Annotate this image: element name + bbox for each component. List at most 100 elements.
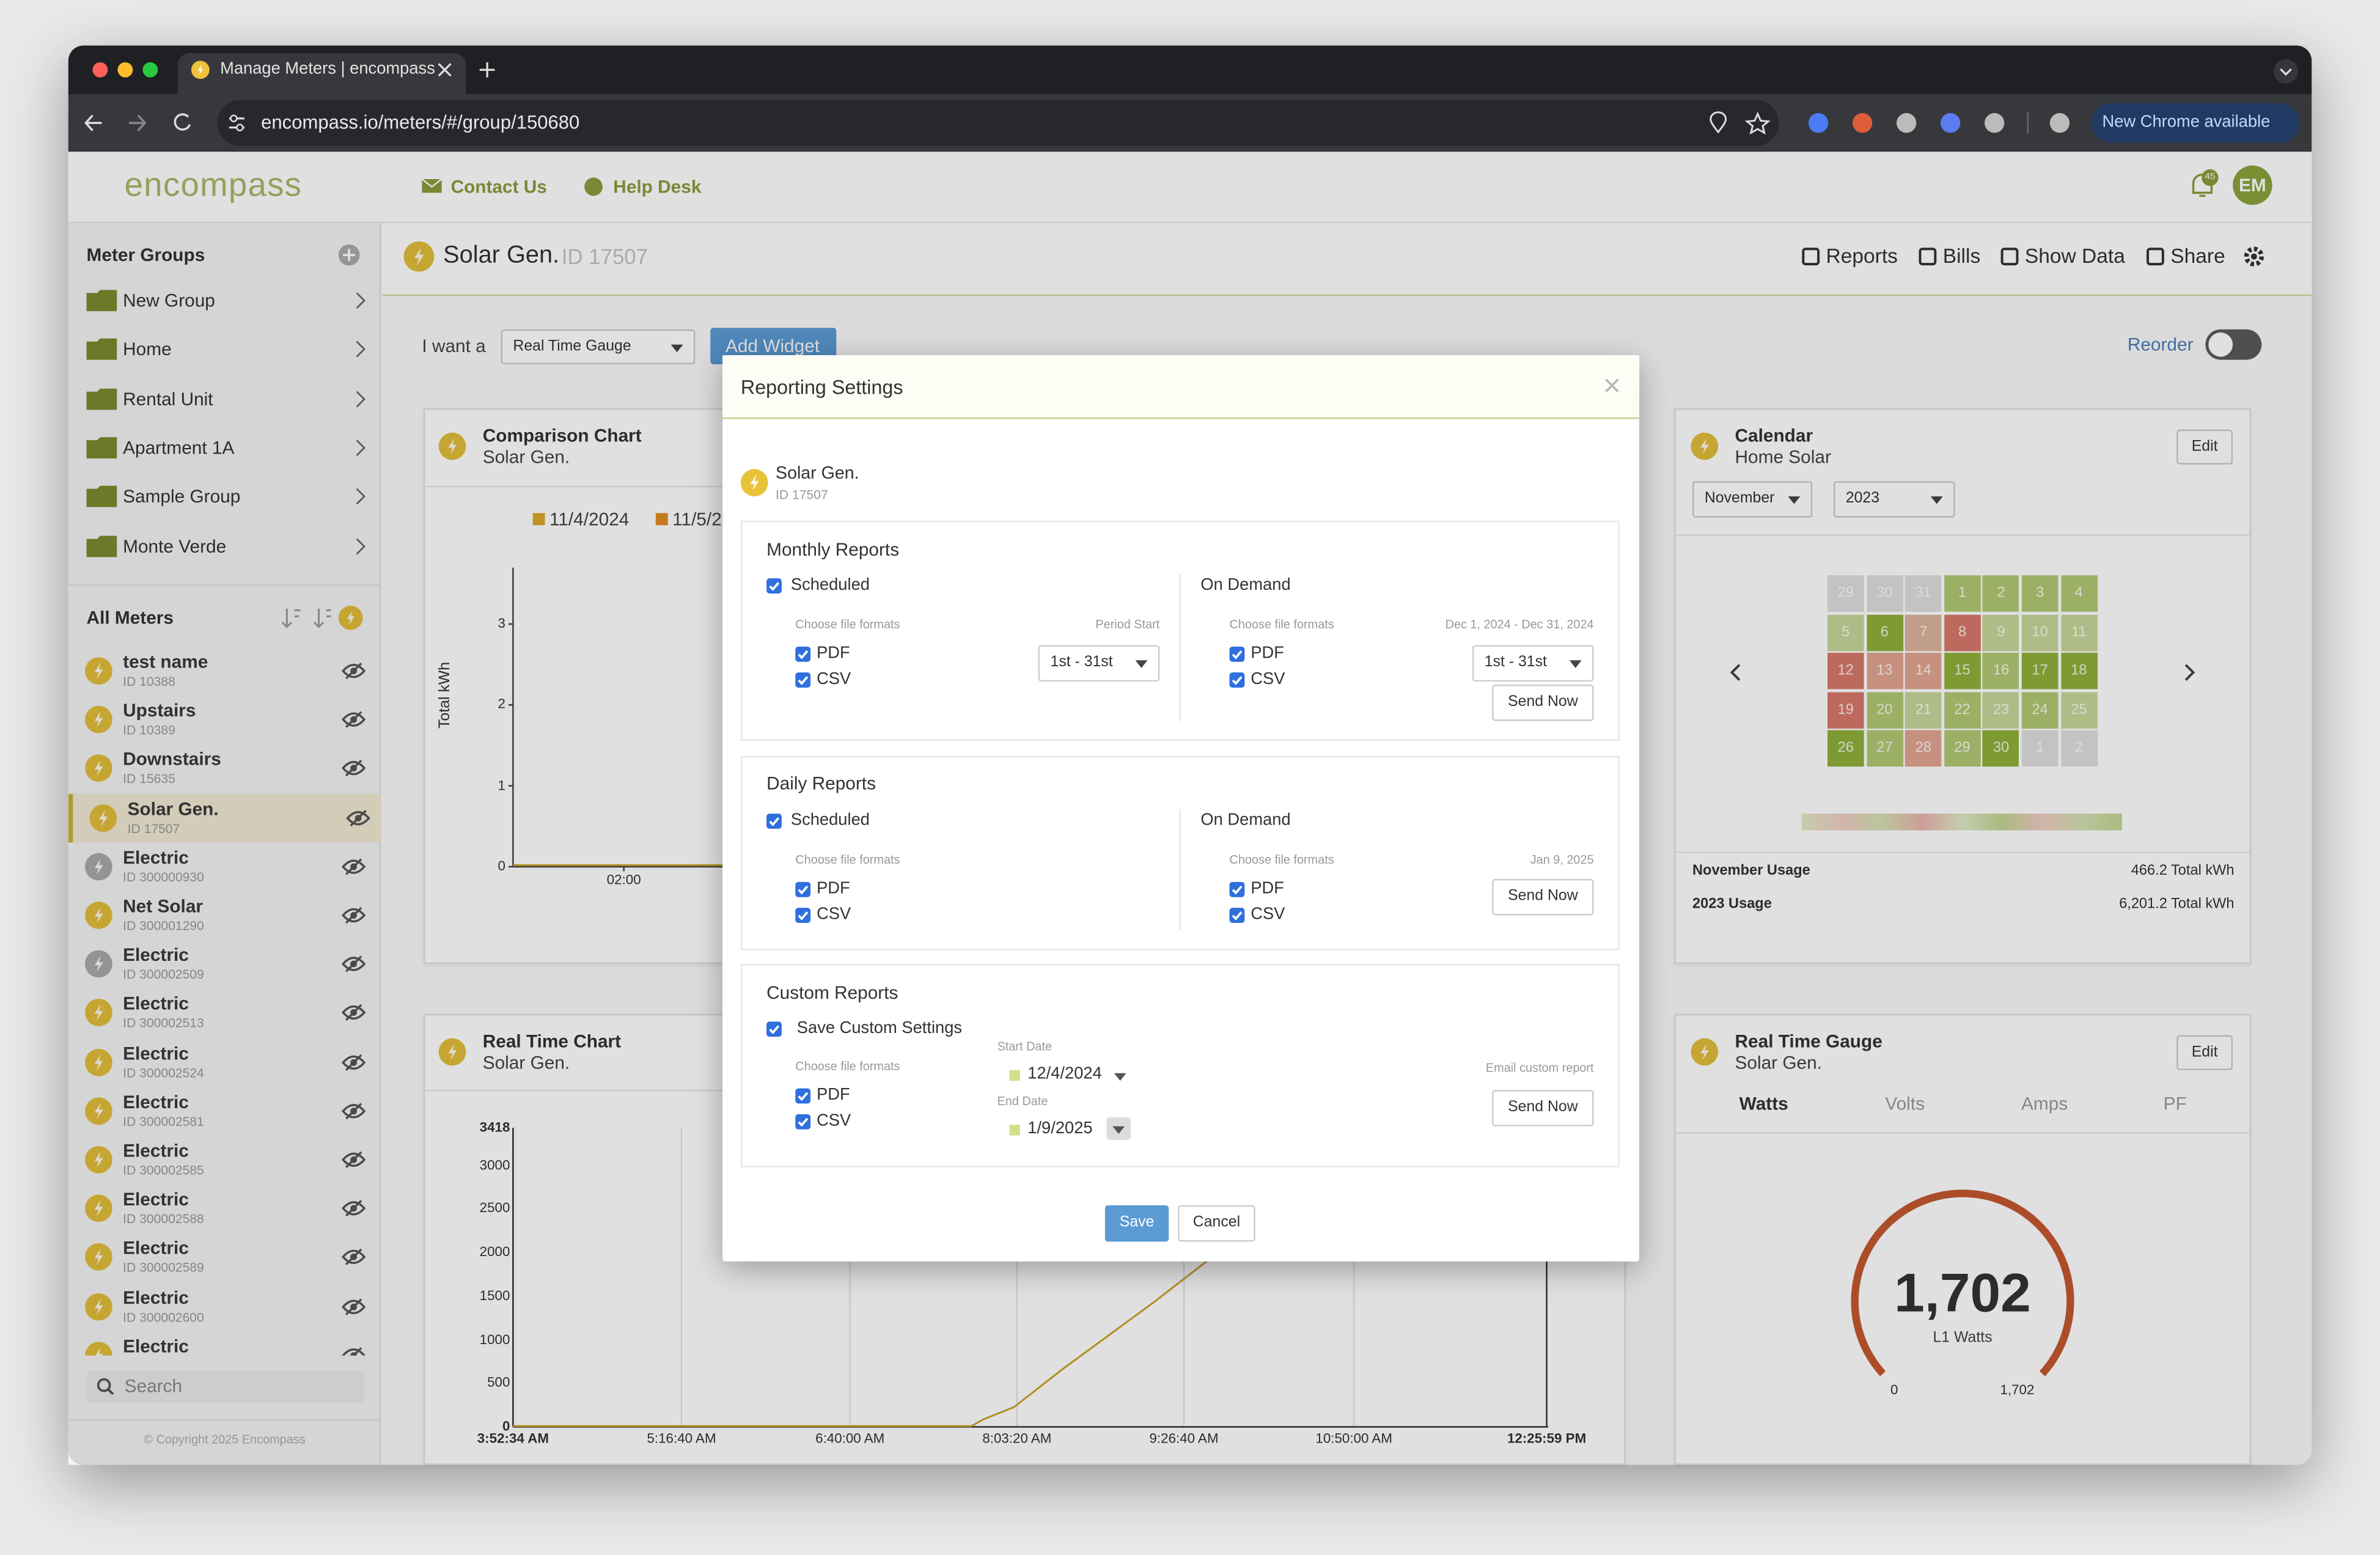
date-value[interactable]: 12/4/2024	[1027, 1065, 1102, 1083]
calendar-day[interactable]	[1827, 730, 1864, 768]
calendar-day[interactable]	[1827, 575, 1864, 612]
meter-row[interactable]: Electric ID 300002600	[68, 1282, 381, 1330]
button[interactable]	[2176, 429, 2233, 465]
meter-row[interactable]: Electric ID 300002588	[68, 1185, 381, 1233]
calendar-day[interactable]	[1827, 614, 1864, 651]
search-box[interactable]	[86, 1370, 365, 1403]
calendar-day[interactable]	[1866, 691, 1903, 729]
calendar-day[interactable]	[1983, 691, 2019, 729]
checkbox[interactable]	[1229, 908, 1245, 923]
calendar-day[interactable]	[1866, 653, 1903, 689]
group-name[interactable]: New Group	[123, 290, 215, 312]
bolt	[94, 858, 103, 875]
avatar[interactable]	[2233, 165, 2272, 205]
checkbox[interactable]	[766, 814, 782, 829]
group-name[interactable]: Sample Group	[123, 486, 241, 507]
bolt	[99, 809, 108, 826]
meter-row[interactable]: Net Solar ID 300001290	[68, 891, 381, 939]
checkbox[interactable]	[795, 908, 811, 923]
group-name[interactable]: Home	[123, 339, 172, 361]
select[interactable]	[501, 329, 696, 365]
calendar-day[interactable]	[1983, 614, 2019, 651]
calendar-day[interactable]	[2021, 614, 2059, 651]
chevron	[356, 488, 365, 505]
checkbox[interactable]	[795, 1114, 811, 1130]
calendar-day[interactable]	[1983, 575, 2019, 612]
help-icon	[584, 177, 603, 196]
meter-row[interactable]: Solar Gen. ID 17507	[68, 793, 381, 842]
calendar-day[interactable]	[1905, 691, 1942, 729]
meter-row[interactable]: Electric	[68, 1331, 381, 1356]
calendar-day[interactable]	[1944, 614, 1981, 651]
checkbox[interactable]	[766, 1021, 782, 1037]
action-link[interactable]: Bills	[1942, 244, 1981, 268]
calendar-day[interactable]	[1983, 653, 2019, 689]
meter-row[interactable]: Electric ID 300000930	[68, 842, 381, 891]
tab[interactable]	[177, 53, 466, 96]
gauge-tab[interactable]: Volts	[1885, 1093, 1925, 1114]
gauge-tab[interactable]: PF	[2163, 1093, 2187, 1114]
group-name[interactable]: Rental Unit	[123, 388, 213, 410]
action-link[interactable]: Share	[2170, 244, 2225, 268]
calendar-day[interactable]	[1983, 730, 2019, 768]
checkbox[interactable]	[1229, 646, 1245, 662]
meter-row[interactable]: Electric ID 300002509	[68, 940, 381, 988]
button[interactable]	[2176, 1035, 2233, 1070]
action-link[interactable]: Reports	[1826, 244, 1898, 268]
reorder-link[interactable]: Reorder	[2127, 334, 2194, 356]
meter-row[interactable]: Electric ID 300002524	[68, 1038, 381, 1086]
calendar-day[interactable]	[2060, 653, 2098, 689]
calendar-day[interactable]	[1905, 575, 1942, 612]
header-link[interactable]: Contact Us	[450, 176, 547, 197]
calendar-day[interactable]	[2060, 614, 2098, 651]
calendar-day[interactable]	[1944, 653, 1981, 689]
calendar-day[interactable]	[1827, 691, 1864, 729]
button[interactable]	[1178, 1205, 1255, 1242]
meter-row[interactable]: Upstairs ID 10389	[68, 696, 381, 744]
calendar-day[interactable]	[2021, 575, 2059, 612]
meter-row[interactable]: Electric ID 300002513	[68, 989, 381, 1037]
header-link[interactable]: Help Desk	[613, 176, 702, 197]
button[interactable]	[1492, 878, 1594, 916]
date-value[interactable]: 1/9/2025	[1027, 1119, 1093, 1138]
meter-row[interactable]: test name ID 10388	[68, 647, 381, 695]
calendar-day[interactable]	[2060, 691, 2098, 729]
meter-icon	[85, 755, 112, 782]
checkbox[interactable]	[795, 646, 811, 662]
checkbox[interactable]	[1229, 672, 1245, 688]
calendar-day[interactable]	[1905, 653, 1942, 689]
calendar-day[interactable]	[2021, 691, 2059, 729]
calendar-day[interactable]	[1866, 614, 1903, 651]
group-name[interactable]: Monte Verde	[123, 535, 227, 557]
checkbox[interactable]	[1229, 881, 1245, 897]
button[interactable]	[1492, 685, 1594, 721]
group-name[interactable]: Apartment 1A	[123, 436, 235, 458]
calendar-day[interactable]	[1866, 575, 1903, 612]
calendar-day[interactable]	[1944, 730, 1981, 768]
calendar-day[interactable]	[2021, 653, 2059, 689]
gauge-tab[interactable]: Watts	[1739, 1093, 1788, 1114]
calendar-day[interactable]	[1905, 730, 1942, 768]
checkbox[interactable]	[795, 1088, 811, 1104]
gauge-tab[interactable]: Amps	[2021, 1093, 2068, 1114]
calendar-day[interactable]	[2021, 730, 2059, 768]
calendar-day[interactable]	[1905, 614, 1942, 651]
calendar-day[interactable]	[1944, 575, 1981, 612]
update-button[interactable]	[2092, 103, 2300, 143]
meter-row[interactable]: Electric ID 300002585	[68, 1136, 381, 1184]
calendar-day[interactable]	[1944, 691, 1981, 729]
calendar-day[interactable]	[1827, 653, 1864, 689]
action-link[interactable]: Show Data	[2024, 244, 2125, 268]
calendar-day[interactable]	[2060, 575, 2098, 612]
checkbox[interactable]	[766, 578, 782, 594]
meter-row[interactable]: Electric ID 300002589	[68, 1233, 381, 1281]
address-bar[interactable]	[217, 100, 1779, 146]
calendar-day[interactable]	[2060, 730, 2098, 768]
checkbox[interactable]	[795, 881, 811, 897]
calendar-day[interactable]	[1866, 730, 1903, 768]
meter-row[interactable]: Electric ID 300002581	[68, 1087, 381, 1135]
button[interactable]	[1492, 1090, 1594, 1127]
button[interactable]	[1104, 1205, 1169, 1242]
checkbox[interactable]	[795, 672, 811, 688]
meter-row[interactable]: Downstairs ID 15635	[68, 744, 381, 793]
